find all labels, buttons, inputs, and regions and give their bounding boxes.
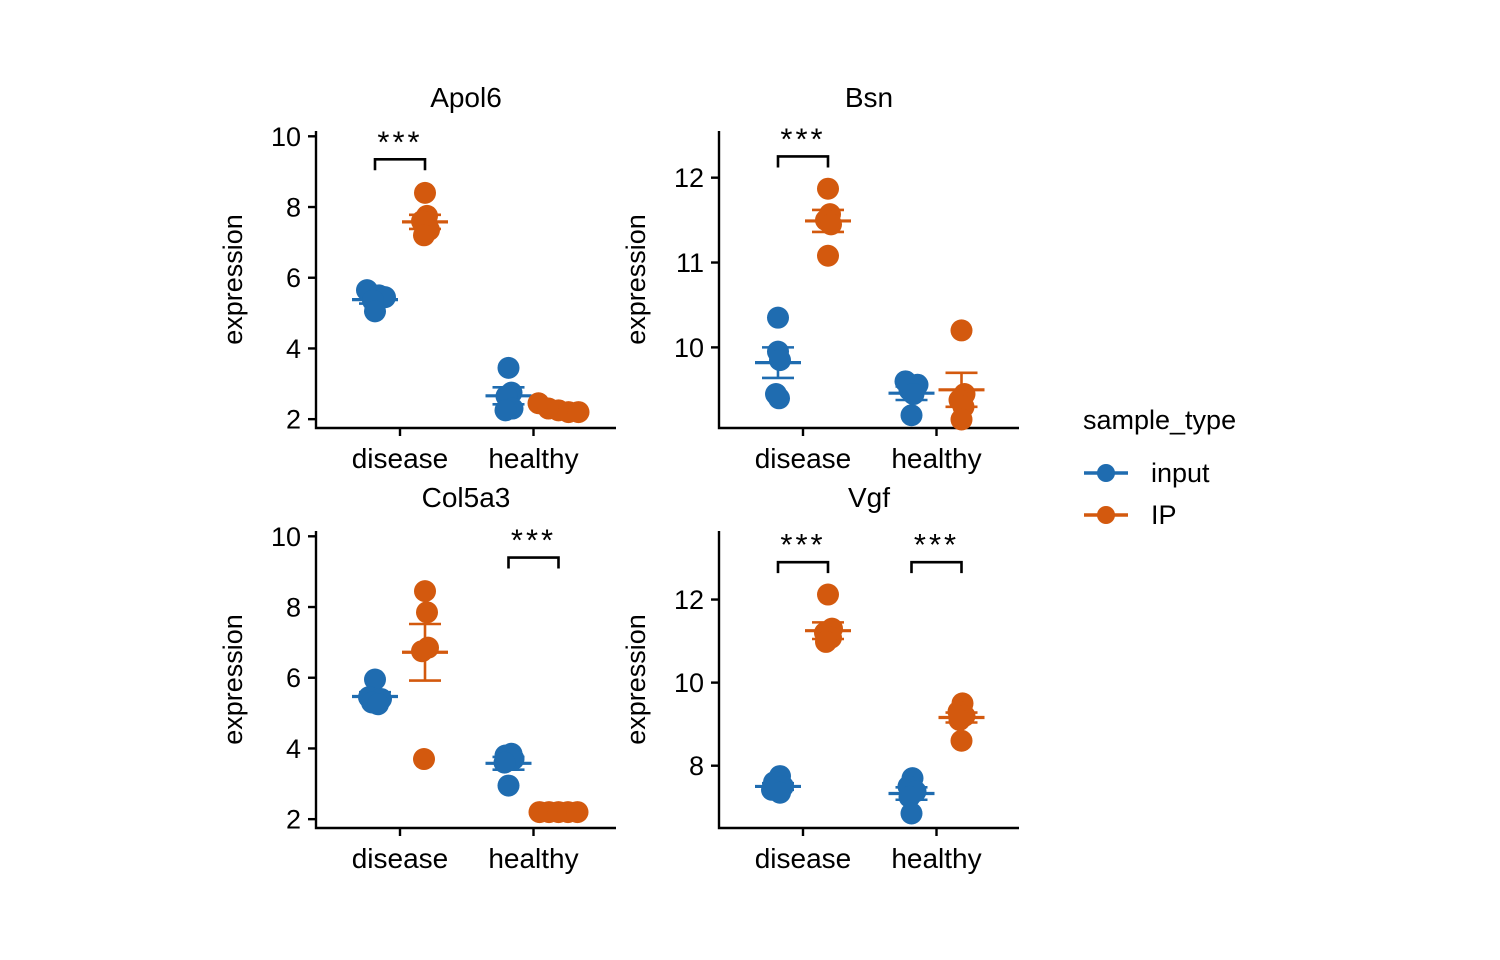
data-point [820,213,842,236]
data-point [950,319,973,342]
data-point [567,401,590,424]
data-point [414,580,436,603]
significance-stars: *** [780,121,825,156]
y-tick-label: 2 [286,805,301,835]
significance-stars: *** [780,527,825,562]
data-point [817,177,839,200]
facet-panel-apol6: Apol6 expression 2 4 6 8 10 disease healthy *** [218,82,616,474]
y-tick-label: 11 [676,248,704,278]
data-point [364,300,386,323]
axis-lines [717,531,1019,830]
axis-lines [314,531,616,830]
data-point [769,781,791,804]
y-tick-label: 10 [674,668,704,698]
facet-panel-col5a3: Col5a3 expression 2 4 6 8 10 disease healthy *** [218,482,616,874]
legend-title: sample_type [1083,405,1237,435]
y-tick-label: 8 [286,592,301,622]
data-point [413,748,435,771]
legend-item-input: input [1083,457,1236,488]
facet-panel-bsn: Bsn expression 10 11 12 disease healthy *** [621,82,1019,474]
y-tick-label: 8 [286,192,301,222]
legend-item-ip: IP [1083,499,1236,530]
data-point [414,181,436,204]
data-point [367,693,389,716]
data-point [566,801,589,824]
x-tick-label: disease [352,443,449,474]
data-point [902,383,925,406]
y-axis-label: expression [621,614,651,745]
x-tick-label: disease [755,443,852,474]
x-tick-label: healthy [488,843,578,874]
x-tick-label: disease [352,843,449,874]
data-point [767,306,789,329]
data-point [898,785,921,808]
legend-marker-dot [1097,506,1115,524]
panel-title: Bsn [845,82,893,113]
data-point [411,640,433,663]
panel-title: Col5a3 [422,482,511,513]
data-point [769,349,791,372]
y-tick-label: 10 [271,522,301,552]
axis-lines [314,131,616,430]
y-axis-label: expression [218,214,248,345]
data-point [364,668,386,691]
y-tick-label: 6 [286,263,301,293]
data-point [950,408,973,431]
legend-item-label: IP [1151,499,1177,530]
y-tick-label: 12 [674,585,704,615]
significance-stars: *** [377,124,422,159]
data-point [413,224,435,247]
y-axis-label: expression [621,214,651,345]
y-tick-label: 6 [286,663,301,693]
panel-title: Vgf [848,482,890,513]
data-point [900,404,923,427]
x-tick-label: healthy [891,843,981,874]
data-point [494,399,517,422]
data-point [493,751,516,774]
significance-bracket [507,556,560,569]
pointrange-marker-icon [1084,464,1128,482]
y-tick-label: 10 [271,122,301,152]
data-point [900,802,923,825]
significance-bracket [776,155,830,168]
data-point [416,601,438,624]
y-tick-label: 10 [674,333,704,363]
y-tick-label: 4 [286,334,301,364]
facet-panel-vgf: Vgf expression 8 10 12 disease healthy *** *** [621,482,1019,874]
significance-bracket [776,560,830,574]
x-tick-label: healthy [488,443,578,474]
y-tick-label: 2 [286,405,301,435]
panel-title: Apol6 [430,82,502,113]
x-tick-label: disease [755,843,852,874]
data-point [817,244,839,267]
data-point [768,387,790,410]
legend: sample_type input IP [1083,405,1236,544]
pointrange-marker-icon [1084,506,1128,524]
y-tick-label: 12 [674,163,704,193]
x-tick-label: healthy [891,443,981,474]
y-axis-label: expression [218,614,248,745]
significance-bracket [373,157,427,171]
significance-bracket [910,560,963,574]
axis-lines [717,131,1019,430]
significance-stars: *** [511,523,556,558]
data-point [817,583,839,606]
data-point [948,709,971,731]
data-point [497,356,520,379]
data-point [815,630,837,653]
legend-item-label: input [1151,457,1210,488]
data-point [497,774,520,797]
significance-stars: *** [914,527,959,562]
y-tick-label: 8 [689,751,704,781]
legend-marker-dot [1097,464,1115,482]
y-tick-label: 4 [286,734,301,764]
data-point [950,729,973,752]
